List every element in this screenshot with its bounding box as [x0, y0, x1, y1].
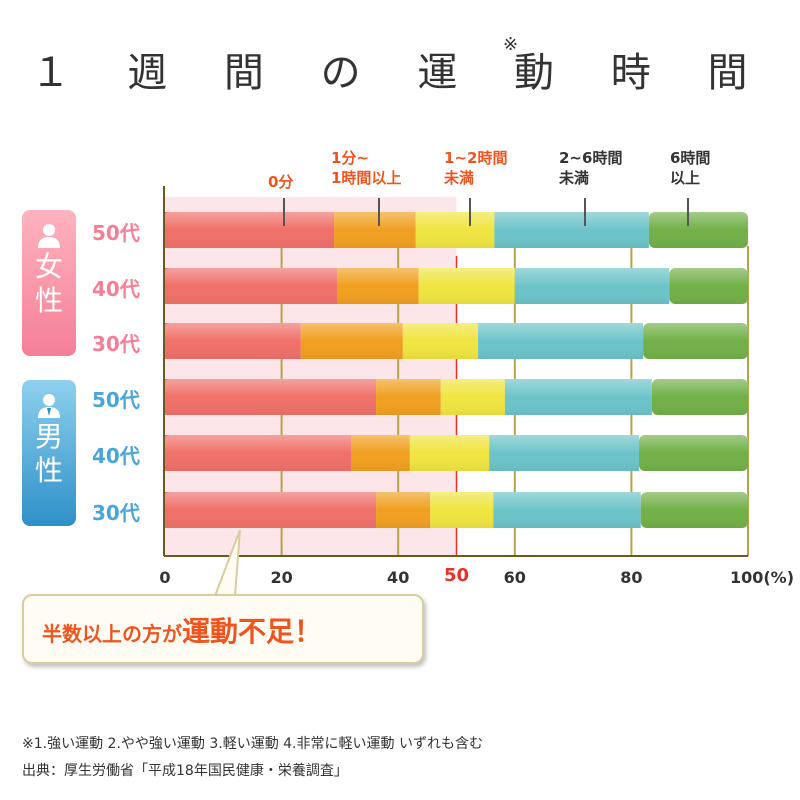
category-label: 50代 — [92, 388, 140, 412]
bar-gloss — [165, 435, 748, 471]
category-label: 30代 — [92, 501, 140, 525]
group-label-female: 女性 — [22, 210, 76, 356]
x-tick-label: 80 — [620, 568, 643, 587]
group-label-text: 女性 — [34, 250, 63, 317]
callout-bubble: 半数以上の方が運動不足！ — [22, 594, 424, 664]
category-label: 50代 — [92, 221, 140, 245]
x-tick-label: 50 — [443, 565, 470, 586]
x-tick-label: 40 — [387, 568, 410, 587]
legend-line: 2~6時間 — [559, 149, 623, 167]
legend-line: 1時間以上 — [331, 169, 402, 187]
legend-label: 1分~ 1時間以上 — [331, 148, 401, 188]
category-label: 40代 — [92, 277, 140, 301]
legend-line: 以上 — [670, 169, 701, 187]
legend-label: 2~6時間未満 — [559, 148, 622, 188]
category-label: 30代 — [92, 332, 140, 356]
legend-line: 1~2時間 — [444, 149, 508, 167]
group-label-text: 男性 — [34, 420, 63, 487]
bar-gloss — [165, 268, 748, 304]
person-female-icon — [38, 224, 60, 248]
bar-gloss — [165, 212, 748, 248]
category-label: 40代 — [92, 444, 140, 468]
x-tick-label: 60 — [503, 568, 526, 587]
legend-line: 0分 — [268, 173, 294, 191]
footnote-definition: ※1.強い運動 2.やや強い運動 3.軽い運動 4.非常に軽い運動 いずれも含む — [22, 736, 483, 752]
callout-main: 半数以上の方が — [42, 622, 182, 646]
chart-title: １ 週 間 の 運 動 時 間 — [30, 50, 770, 96]
legend-line: 1分~ — [331, 149, 370, 167]
bar-gloss — [165, 323, 748, 359]
x-tick-label: 20 — [270, 568, 293, 587]
callout-text: 半数以上の方が運動不足！ — [42, 610, 322, 650]
footnote-source: 出典：厚生労働省「平成18年国民健康・栄養調査」 — [22, 763, 348, 779]
legend-line: 6時間 — [670, 149, 711, 167]
legend-line: 未満 — [559, 169, 590, 187]
person-male-icon — [38, 394, 60, 418]
legend-label: 6時間以上 — [670, 148, 710, 188]
bar-gloss — [165, 492, 748, 528]
x-tick-label: 0 — [159, 568, 171, 587]
legend-label: 1~2時間未満 — [444, 148, 507, 188]
callout-emphasis: 運動不足！ — [182, 615, 323, 648]
x-tick-label: 100(%) — [729, 568, 795, 587]
legend-label: 0分 — [268, 172, 293, 192]
legend-line: 未満 — [444, 169, 475, 187]
title-note-mark: ※ — [503, 34, 519, 55]
group-label-male: 男性 — [22, 380, 76, 526]
bar-gloss — [165, 379, 748, 415]
